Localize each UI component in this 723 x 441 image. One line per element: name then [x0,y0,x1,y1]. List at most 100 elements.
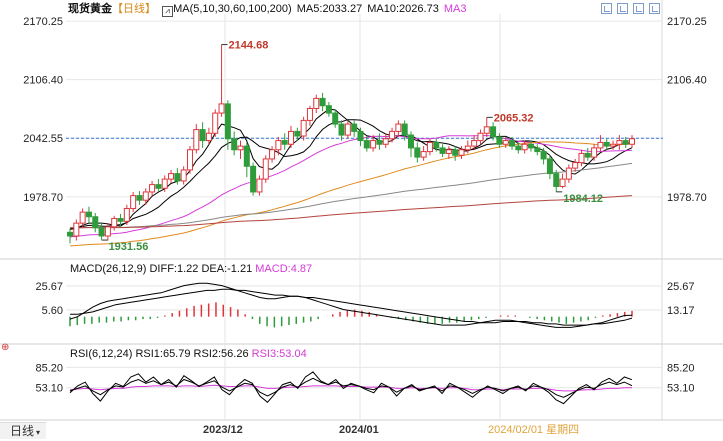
expand-icon[interactable] [649,3,660,14]
main-header: 现货黄金【日线】 ⩘ MA(5,10,30,60,100,200) MA5:203… [68,3,467,17]
candle-body [281,140,288,145]
zoom-out-icon[interactable] [617,3,628,14]
price-annotations: 2144.68 2065.32 1984.12 1931.56 [101,40,603,253]
instrument-name: 现货黄金 [68,3,112,15]
candle-body [142,191,149,201]
toolbar-icons [596,1,660,14]
candle-body [98,227,105,237]
price-tick-label: 1978.70 [23,192,63,204]
candle-body [155,184,162,189]
ma60-line [69,141,633,247]
candle-body [477,132,484,142]
candle-body [300,119,307,137]
current-price-box [663,130,723,146]
macd-tick-label: 5.60 [42,305,63,317]
annotation-1931.56: 1931.56 [109,241,149,253]
candle-body [344,123,351,136]
candle-body [161,178,168,189]
candle-body [243,145,250,167]
layout-icon[interactable] [601,3,612,14]
candle-body [496,136,503,145]
candle-body [597,141,604,149]
candle-body [174,173,181,182]
candle-body [79,211,86,224]
candle-body [527,143,534,149]
candle-body [256,178,263,193]
candle-body [546,158,553,175]
axis-labels: 2170.252170.252106.402106.402042.552042.… [23,16,723,395]
candle-body [464,145,471,151]
candle-body [414,147,421,158]
candle-body [433,141,440,149]
candle-body [338,123,345,136]
macd-panel [69,282,633,328]
ma5-value: MA5:2033.27 [296,3,363,15]
rsi2-value: RSI2:56.26 [193,348,249,360]
price-right-tick-label: 2106.40 [667,75,707,87]
candle-body [426,141,433,153]
candle-body [591,147,598,158]
candle-body [212,112,219,134]
candle-body [610,143,617,147]
candle-body [515,145,522,151]
macd-hist-value: MACD:4.87 [255,263,313,275]
candle-body [313,97,320,109]
candle-body [420,151,427,158]
candle-body [269,149,276,160]
candle-body [407,134,414,149]
rsi-title[interactable]: RSI(6,12,24) [70,348,133,360]
period-dropdown-icon: ▾ [36,428,41,437]
candle-body [521,143,528,151]
candle-body [262,158,269,180]
date-label-dec: 2023/12 [203,424,243,436]
ma-settings-label[interactable]: MA(5,10,30,60,100,200) [173,3,292,15]
ma30-line [69,134,633,238]
macd-diff-line [69,282,633,328]
candle-body [622,140,629,145]
candle-body [319,97,326,107]
candle-body [395,123,402,132]
candle-body [130,195,137,209]
candle-body [123,207,130,222]
cursor-weekday: 星期四 [546,424,580,436]
candlestick-series [67,44,635,244]
rsi-header: RSI(6,12,24) RSI1:65.79 RSI2:56.26 RSI3:… [70,348,307,361]
indicator-settings-icon[interactable]: ⊕ [1,342,10,353]
candle-body [578,152,585,164]
annotation-2065.32: 2065.32 [494,112,534,124]
candle-body [294,130,301,137]
rsi3-line [69,384,633,392]
ma-toggle-icon[interactable]: ⩘ [162,6,174,17]
candle-body [351,123,358,132]
rsi-panel [69,371,633,405]
candle-body [136,195,143,201]
macd-right-tick-label: 13.17 [667,305,695,317]
rsi3-value: RSI3:53.04 [251,348,307,360]
candle-body [553,173,560,187]
candle-body [509,140,516,147]
candle-body [275,140,282,151]
price-tick-label: 2170.25 [23,16,63,28]
macd-diff-value: DIFF:1.22 [149,263,199,275]
zoom-in-icon[interactable] [633,3,644,14]
date-label-jan: 2024/01 [339,424,379,436]
candle-body [389,130,396,140]
rsi1-line [69,371,633,405]
candle-body [584,152,591,158]
candle-body [616,140,623,145]
rsi1-value: RSI1:65.79 [135,348,191,360]
candle-body [370,140,377,149]
candle-body [439,147,446,154]
candle-body [325,105,332,114]
annotation-2144.68: 2144.68 [229,40,269,52]
macd-title[interactable]: MACD(26,12,9) [70,263,147,275]
period-button[interactable]: 日线 ▾ [0,422,46,439]
candle-body [452,149,459,156]
candle-body [483,126,490,134]
period-button-label: 日线 [10,424,35,438]
candle-body [382,138,389,145]
candle-body [117,218,124,222]
candle-body [73,222,80,237]
period-label: 【日线】 [112,3,156,15]
